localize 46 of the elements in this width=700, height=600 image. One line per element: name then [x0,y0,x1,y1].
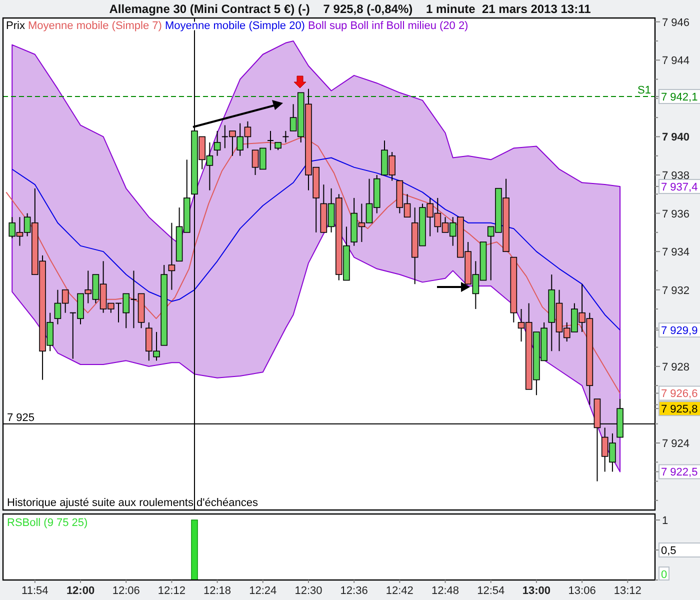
y-tick-label: 1 [662,515,668,527]
ref-line-label: S1 [638,84,651,96]
y-tick-label: 7 932 [662,284,690,297]
y-tick-label: 7 928 [662,361,690,374]
line-series [6,136,621,394]
x-tick-label: 12:12 [158,585,186,597]
chart-title: Allemagne 30 (Mini Contract 5 €) (-) 7 925,8 (-0,84%) 1 minute 21 mars 2013 13:11 [109,2,592,16]
x-tick-label: 12:48 [432,585,460,597]
line-series [12,157,621,331]
chart-title: RSBoll (9 75 25) [7,517,88,529]
y-tick-label: 7 936 [662,208,690,220]
y-tick-label: 7 940 [662,132,690,144]
text: Moyenne mobile (Simple 7) [24,20,162,32]
y-tick-label: 7 926,6 [661,388,698,400]
y-tick-label: 7 925,8 [661,404,698,416]
x-tick-label: 11:54 [22,585,48,597]
y-tick-label: 7 922,5 [661,466,698,479]
candlestick [214,130,221,156]
x-tick-label: 12:18 [204,585,232,597]
x-tick-label: 12:54 [477,585,505,597]
y-tick-label: 7 944 [662,55,690,68]
candlestick [267,130,274,151]
y-tick-label: 7 924 [662,438,690,450]
annotation: Boll sup Boll inf Boll milieu (20 2) [304,20,468,32]
legend-title: Prix [6,20,26,32]
x-tick-label: 12:06 [112,585,140,597]
x-tick-label: 12:42 [386,585,414,597]
y-tick-label: 7 934 [662,246,690,259]
x-tick-label: 12:30 [294,585,322,597]
x-tick-label: 12:00 [66,585,95,597]
y-tick-label: 7 942,1 [661,91,698,104]
candlestick [168,222,176,290]
x-tick-label: 12:36 [340,585,368,597]
x-tick-label: 12:24 [249,585,277,597]
candlestick [282,130,290,143]
y-tick-label: 0,5 [661,545,676,557]
annotation: Historique ajusté suite aux roulements d'échéances [7,497,258,509]
y-tick-label: 7 938 [662,170,690,182]
ref-line-label: 7 925 [7,412,35,424]
x-tick-label: 13:12 [614,585,642,597]
x-tick-label: 13:06 [568,585,596,597]
y-tick-label: 7 946 [662,16,690,29]
y-tick-label: 7 937,4 [661,181,698,194]
x-tick-label: 13:00 [522,585,551,597]
y-tick-label: 7 929,9 [661,325,698,338]
text: 0 [661,569,668,581]
